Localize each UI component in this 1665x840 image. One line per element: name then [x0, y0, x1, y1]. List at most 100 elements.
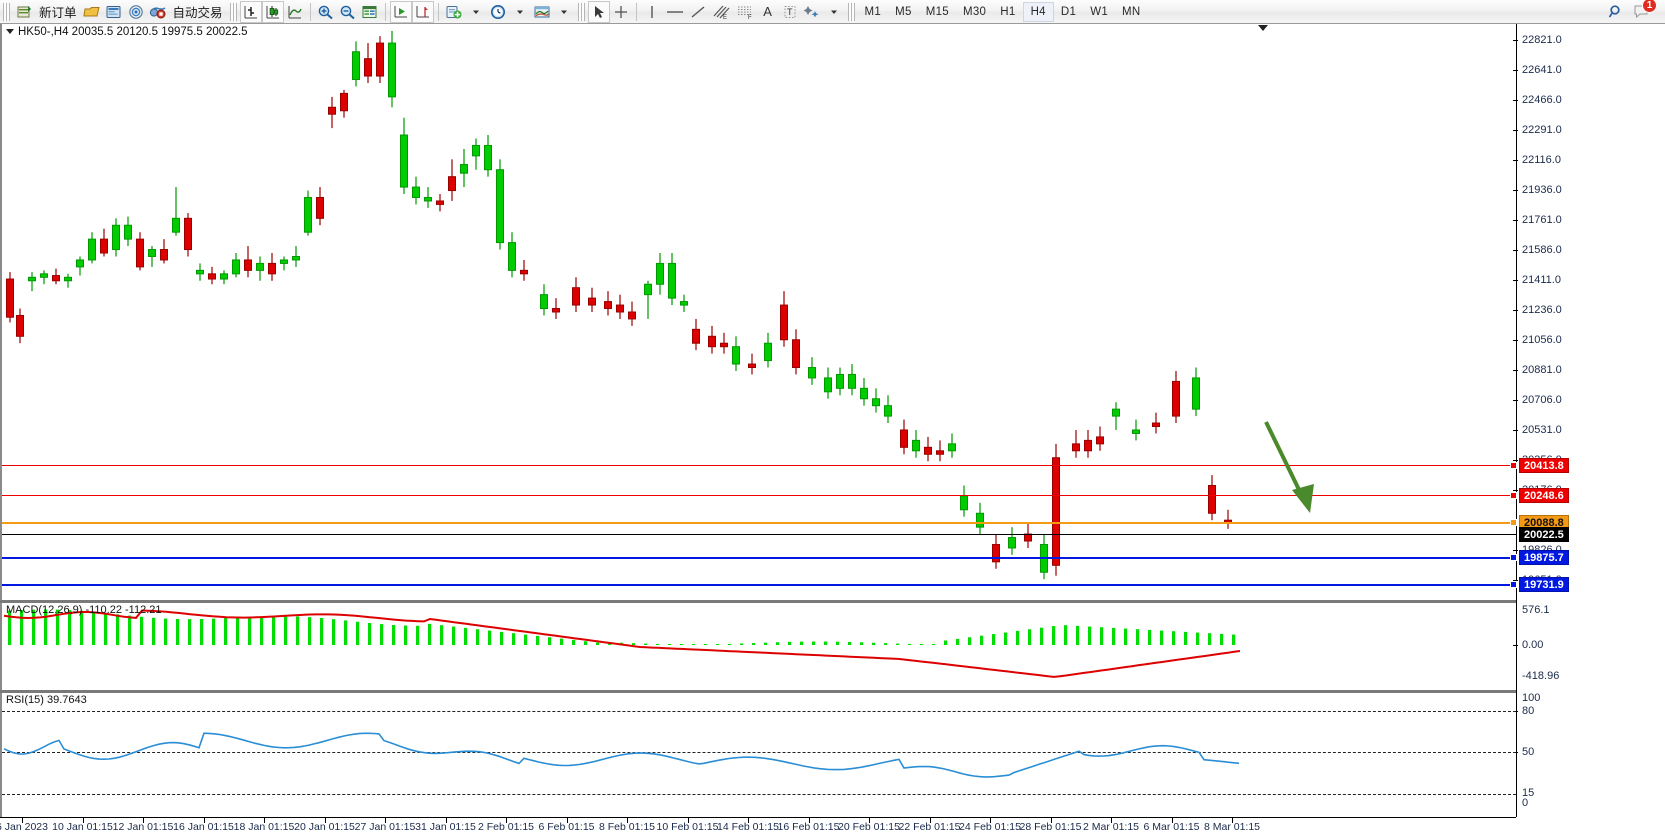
cursor-icon[interactable]	[587, 0, 610, 23]
price-axis-label: 21761.0	[1522, 214, 1562, 226]
price-axis-label: 21936.0	[1522, 184, 1562, 196]
price-tick	[1513, 430, 1518, 431]
price-tick	[1513, 160, 1518, 161]
autotrading-icon[interactable]	[147, 1, 169, 23]
timeframe-m30[interactable]: M30	[962, 5, 987, 18]
vertical-line-icon[interactable]	[641, 1, 663, 23]
time-tick	[1232, 818, 1233, 823]
price-axis-label: 21586.0	[1522, 244, 1562, 256]
rsi-level-50-line	[2, 752, 1516, 753]
rsi-series	[3, 732, 1240, 778]
templates-dropdown[interactable]	[553, 1, 575, 23]
chart-canvas-area[interactable]: HK50-,H4 20035.5 20120.5 19975.5 20022.5…	[0, 24, 1665, 840]
price-tick	[1513, 250, 1518, 251]
chart-shift-icon[interactable]	[411, 0, 434, 23]
macd-tick-zero	[1513, 645, 1518, 646]
fibonacci-icon[interactable]: F	[733, 1, 757, 23]
rsi-axis-label-80: 80	[1522, 705, 1535, 717]
timeframe-m1[interactable]: M1	[864, 5, 882, 18]
line-chart-icon[interactable]	[284, 1, 306, 23]
time-axis-label: 22 Feb 01:15	[898, 821, 961, 833]
price-tick	[1513, 70, 1518, 71]
candlestick-chart-icon[interactable]	[261, 0, 284, 23]
timeframe-d1[interactable]: D1	[1060, 5, 1077, 18]
toolbar-grip-2[interactable]	[229, 2, 237, 21]
horizontal-line-icon[interactable]	[663, 1, 687, 23]
period-dropdown[interactable]	[509, 1, 531, 23]
price-tick	[1513, 370, 1518, 371]
text-label-icon[interactable]: T	[779, 1, 801, 23]
new-order-button[interactable]	[13, 1, 35, 23]
level-line-pivot[interactable]	[2, 522, 1516, 524]
time-tick	[1111, 818, 1112, 823]
toolbar-grip-4[interactable]	[847, 2, 855, 21]
search-icon[interactable]	[1605, 1, 1627, 23]
time-axis-label: 10 Jan 01:15	[52, 821, 113, 833]
toolbar-separator-1	[309, 2, 311, 21]
time-tick	[566, 818, 568, 823]
time-tick	[385, 818, 386, 823]
alerts-icon[interactable]: 1	[1631, 0, 1657, 23]
timeframe-m5[interactable]: M5	[895, 5, 912, 18]
toolbar-grip[interactable]	[3, 2, 10, 21]
period-clock-icon[interactable]	[487, 1, 509, 23]
time-tick	[203, 818, 205, 823]
folder-icon[interactable]	[81, 1, 103, 23]
trendline-icon[interactable]	[687, 1, 709, 23]
level-handle-pivot[interactable]	[1510, 519, 1517, 526]
time-axis-label: 24 Feb 01:15	[959, 821, 1021, 833]
timeframe-m15[interactable]: M15	[925, 5, 949, 18]
market-watch-icon[interactable]	[125, 1, 147, 23]
add-indicator-icon[interactable]	[443, 1, 465, 23]
time-tick	[687, 818, 689, 823]
add-indicator-dropdown[interactable]	[465, 1, 487, 23]
down-arrow-annotation[interactable]	[1258, 414, 1328, 524]
text-icon[interactable]: A	[763, 4, 772, 19]
time-tick	[1050, 818, 1052, 823]
templates-icon[interactable]	[531, 1, 553, 23]
price-tick	[1513, 400, 1518, 401]
time-tick	[324, 818, 326, 823]
timeframe-h1[interactable]: H1	[1000, 5, 1016, 18]
time-axis-label: 2 Mar 01:15	[1082, 821, 1140, 833]
auto-scroll-icon[interactable]	[389, 0, 412, 23]
crosshair-icon[interactable]	[610, 1, 632, 23]
level-handle-support-2[interactable]	[1510, 581, 1517, 588]
time-axis-label: 10 Feb 01:15	[656, 821, 719, 833]
data-window-icon[interactable]	[103, 1, 125, 23]
time-axis-label: 8 Mar 01:15	[1203, 821, 1261, 833]
shapes-dropdown[interactable]	[823, 1, 845, 23]
level-line-support-2[interactable]	[2, 584, 1516, 586]
price-tick	[1513, 280, 1518, 281]
shapes-icon[interactable]	[801, 1, 823, 23]
bar-chart-icon[interactable]	[239, 0, 262, 23]
time-axis-label: 8 Feb 01:15	[598, 821, 656, 833]
price-axis-label: 22641.0	[1522, 64, 1562, 76]
price-tick	[1513, 130, 1518, 131]
chevron-down-icon[interactable]	[6, 29, 14, 35]
timeframe-h4[interactable]: H4	[1022, 1, 1054, 22]
level-handle-resistance-1[interactable]	[1510, 462, 1517, 469]
equidistant-channel-icon[interactable]: E	[709, 1, 733, 23]
level-flag-support-2: 19731.9	[1519, 577, 1569, 592]
price-axis-label: 22291.0	[1522, 124, 1562, 136]
level-line-resistance-2[interactable]	[2, 495, 1516, 496]
level-line-support-1[interactable]	[2, 557, 1516, 559]
chart-scroll-caret-icon[interactable]	[1258, 25, 1268, 31]
price-tick	[1513, 100, 1518, 101]
zoom-out-icon[interactable]	[337, 1, 359, 23]
time-axis-label: 6 Mar 01:15	[1143, 821, 1200, 833]
toolbar-separator-4	[635, 2, 637, 21]
timeframe-mn[interactable]: MN	[1122, 5, 1141, 18]
level-line-resistance-1[interactable]	[2, 465, 1516, 466]
level-handle-resistance-2[interactable]	[1510, 492, 1517, 499]
price-tick	[1513, 460, 1518, 461]
toolbar-grip-3[interactable]	[577, 2, 585, 21]
svg-text:F: F	[748, 15, 752, 20]
zoom-in-icon[interactable]	[315, 1, 337, 23]
level-handle-support-1[interactable]	[1510, 554, 1517, 561]
macd-label: MACD(12,26,9) -110.22 -112.21	[6, 604, 162, 616]
timeframe-w1[interactable]: W1	[1090, 5, 1109, 18]
time-axis-label: 27 Jan 01:15	[354, 821, 416, 833]
chart-grid-icon[interactable]	[359, 1, 381, 23]
